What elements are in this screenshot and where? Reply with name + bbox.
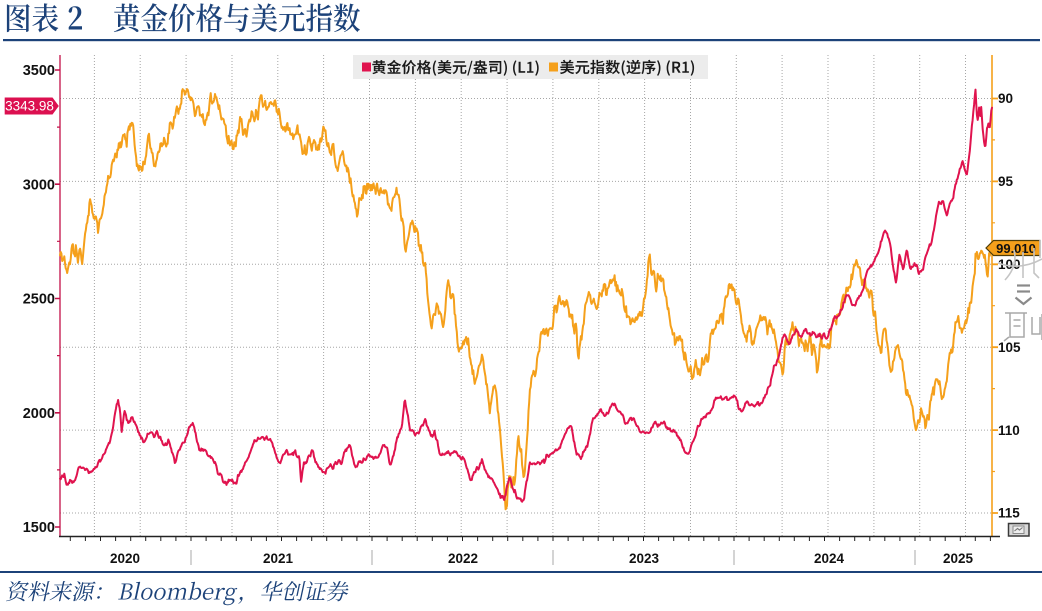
svg-text:90: 90 <box>998 91 1013 106</box>
svg-text:1500: 1500 <box>23 520 55 536</box>
svg-text:2000: 2000 <box>23 406 55 422</box>
svg-text:3000: 3000 <box>23 177 55 193</box>
svg-text:110: 110 <box>998 423 1020 438</box>
svg-text:2023: 2023 <box>629 551 660 566</box>
svg-text:2021: 2021 <box>263 551 294 566</box>
svg-text:105: 105 <box>998 340 1021 355</box>
svg-text:2020: 2020 <box>110 551 140 566</box>
svg-text:2025: 2025 <box>943 551 974 566</box>
svg-text:115: 115 <box>998 506 1020 521</box>
svg-text:95: 95 <box>998 174 1014 189</box>
svg-text:99.010: 99.010 <box>996 241 1036 256</box>
svg-text:2500: 2500 <box>23 292 55 308</box>
svg-text:3343.98: 3343.98 <box>5 99 54 114</box>
svg-text:2024: 2024 <box>814 551 845 566</box>
svg-text:3500: 3500 <box>23 63 55 79</box>
svg-text:2022: 2022 <box>448 551 478 566</box>
